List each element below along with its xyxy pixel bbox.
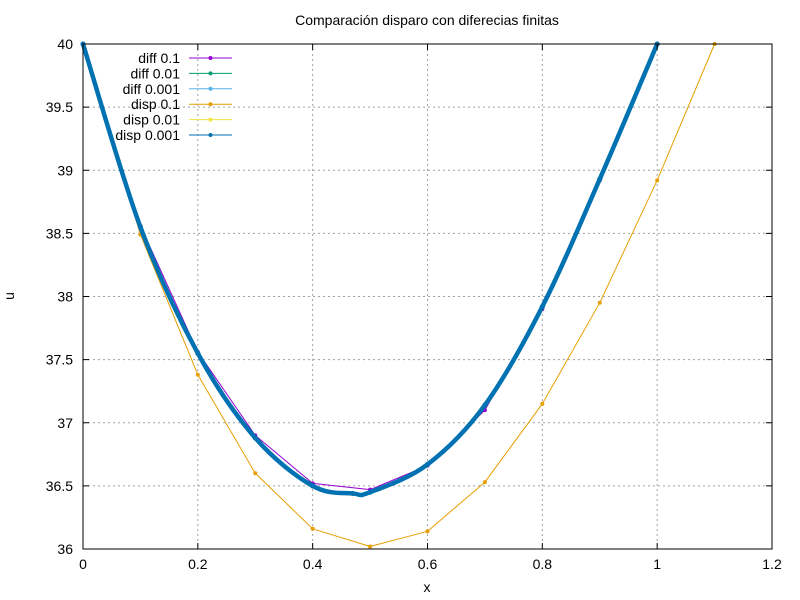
data-point (253, 471, 258, 476)
data-point (310, 526, 315, 531)
legend-label: diff 0.001 (123, 81, 181, 97)
legend-swatch-point (208, 71, 213, 76)
y-tick-label: 39.5 (46, 99, 73, 115)
data-point (482, 402, 488, 408)
y-tick-label: 39 (57, 162, 73, 178)
legend-item: diff 0.001 (123, 81, 232, 97)
y-tick-label: 36 (57, 541, 73, 557)
legend-swatch-point (208, 102, 213, 107)
data-point (367, 489, 373, 495)
data-point (424, 461, 431, 468)
x-tick-label: 0.2 (188, 556, 208, 572)
chart-title: Comparación disparo con diferecias finit… (295, 12, 559, 28)
legend-swatch-point (208, 117, 213, 122)
x-tick-label: 0.8 (533, 556, 553, 572)
plot-series (80, 41, 717, 549)
data-point (540, 401, 545, 406)
legend-label: disp 0.001 (115, 127, 180, 143)
legend-label: diff 0.01 (130, 65, 180, 81)
legend-item: disp 0.01 (123, 112, 232, 128)
data-point (597, 300, 602, 305)
data-point (137, 224, 144, 230)
data-point (368, 544, 373, 549)
x-tick-label: 0.6 (418, 556, 438, 572)
legend-label: diff 0.1 (138, 50, 180, 66)
data-point (310, 483, 316, 489)
legend-swatch-point (208, 133, 213, 137)
data-point (539, 304, 545, 310)
legend-label: disp 0.01 (123, 112, 180, 128)
data-point (195, 350, 201, 356)
series-disp-0_1 (81, 42, 717, 549)
legend-item: diff 0.01 (130, 65, 232, 81)
legend-item: diff 0.1 (138, 50, 232, 66)
legend-item: disp 0.1 (131, 96, 232, 112)
data-point (195, 372, 200, 377)
y-tick-label: 37.5 (46, 352, 73, 368)
legend-item: disp 0.001 (115, 127, 232, 143)
series-disp-0_001 (80, 41, 660, 498)
y-tick-label: 36.5 (46, 478, 73, 494)
series-line (82, 43, 716, 547)
x-tick-label: 0.4 (303, 556, 323, 572)
data-point (482, 480, 487, 485)
y-tick-label: 40 (57, 36, 73, 52)
data-point (597, 176, 603, 182)
data-point (655, 178, 660, 183)
y-axis-label: u (1, 292, 17, 300)
legend-swatch-point (208, 56, 213, 60)
data-point (350, 490, 356, 497)
y-tick-label: 38.5 (46, 225, 73, 241)
data-point (425, 529, 430, 534)
x-tick-label: 1 (653, 556, 661, 572)
axis-ticks: 0 0.2 0.4 0.6 0.8 1 1.2 36 36.5 37 37.5 38 38.5 39 39.… (46, 36, 782, 572)
legend-label: disp 0.1 (131, 96, 180, 112)
x-tick-label: 1.2 (762, 556, 782, 572)
y-tick-label: 37 (57, 415, 73, 431)
data-point (252, 435, 258, 441)
y-tick-label: 38 (57, 289, 73, 305)
x-axis-label: x (424, 579, 431, 595)
legend-swatch-point (208, 86, 213, 91)
x-tick-label: 0 (79, 556, 87, 572)
series-line (80, 41, 660, 498)
